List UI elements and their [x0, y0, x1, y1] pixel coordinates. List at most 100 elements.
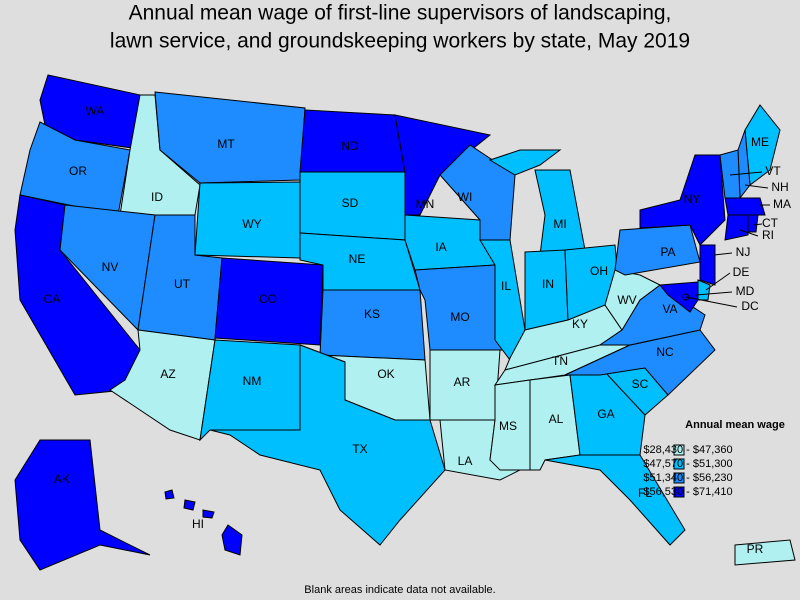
state-shape	[659, 281, 699, 313]
state-label: SD	[342, 196, 359, 210]
state-label: CA	[44, 292, 61, 306]
state-label: ME	[751, 135, 769, 149]
footnote: Blank areas indicate data not available.	[304, 584, 495, 596]
leader-line	[752, 223, 763, 226]
leader-line	[739, 229, 759, 237]
state-shape	[724, 197, 766, 216]
state-label: PA	[660, 245, 675, 259]
legend-swatch	[673, 458, 685, 470]
state-shape	[394, 114, 492, 216]
state-shape	[699, 244, 716, 286]
legend-title: Annual mean wage	[685, 419, 785, 431]
state-label: WI	[458, 190, 473, 204]
state-label: OK	[377, 367, 394, 381]
state-label: NE	[349, 252, 366, 266]
legend-items: $28,430 - $47,360 $47,570 - $51,300 $51,34…	[643, 444, 732, 498]
state-label: PR	[747, 542, 764, 556]
state-label: UT	[174, 277, 191, 291]
state-label: AZ	[160, 367, 175, 381]
state-label: KY	[572, 317, 588, 331]
state-label: MD	[736, 284, 755, 298]
state-label: HI	[192, 517, 204, 531]
state-labels: WA OR CA ID NV MT WY UT CO AZ NM ND SD N…	[44, 104, 791, 556]
state-shape	[724, 214, 749, 241]
state-label: NY	[684, 192, 701, 206]
state-shape	[183, 499, 196, 511]
leader-line	[744, 184, 769, 189]
state-label: OR	[69, 164, 87, 178]
state-shape	[639, 154, 726, 246]
state-shape	[488, 149, 562, 176]
state-shape	[14, 439, 151, 571]
leader-line	[713, 252, 733, 256]
state-shape	[221, 524, 243, 556]
state-shape	[202, 509, 215, 519]
state-shape	[614, 224, 701, 276]
title-line: lawn service, and groundskeeping workers…	[110, 30, 690, 53]
state-label: LA	[458, 454, 473, 468]
legend-label: $28,430 - $47,360	[643, 444, 732, 456]
state-label: MS	[499, 419, 517, 433]
state-label: ND	[341, 139, 359, 153]
state-shape	[154, 91, 306, 184]
state-label: IN	[542, 277, 554, 291]
state-label: DE	[733, 265, 750, 279]
title-line: Annual mean wage of first-line superviso…	[129, 2, 672, 25]
state-label: IA	[435, 240, 446, 254]
state-label: MI	[553, 217, 566, 231]
state-shape	[164, 489, 175, 500]
state-label: MA	[773, 197, 791, 211]
legend-label: $51,340 - $56,230	[643, 472, 732, 484]
state-shape	[747, 214, 759, 233]
state-label: VA	[662, 302, 677, 316]
legend-label: $56,530 - $71,410	[643, 486, 732, 498]
state-label: AR	[454, 375, 471, 389]
state-label: WV	[617, 293, 636, 307]
state-label: AL	[549, 412, 564, 426]
state-label: KS	[364, 307, 380, 321]
state-label: CT	[762, 216, 779, 230]
state-label: ID	[151, 190, 163, 204]
state-label: IL	[501, 279, 511, 293]
state-label: SC	[632, 377, 649, 391]
state-label: CO	[259, 292, 277, 306]
state-label: WA	[86, 104, 105, 118]
state-label: DC	[741, 299, 759, 313]
legend: Annual mean wage $28,430 - $47,360 $47,57…	[643, 419, 784, 498]
state-label: NH	[771, 180, 788, 194]
state-label: TN	[552, 354, 568, 368]
leader-line	[729, 171, 763, 176]
state-shape	[544, 454, 686, 546]
state-label: NC	[656, 345, 674, 359]
state-label: MN	[416, 197, 435, 211]
state-label: NM	[243, 374, 262, 388]
state-label: AK	[54, 472, 70, 486]
state-label: NJ	[736, 245, 751, 259]
leader-line	[705, 272, 731, 291]
legend-swatch	[673, 444, 685, 456]
state-label: OH	[590, 264, 608, 278]
leader-line	[685, 296, 738, 308]
state-label: WY	[242, 217, 261, 231]
state-label: MO	[450, 310, 469, 324]
state-shape	[734, 539, 796, 566]
state-label: NV	[102, 260, 119, 274]
state-label: RI	[762, 228, 774, 242]
leader-lines	[685, 171, 770, 308]
state-shape	[319, 289, 426, 361]
legend-label: $47,570 - $51,300	[643, 458, 732, 470]
state-label: VT	[765, 164, 781, 178]
state-shape	[199, 339, 301, 442]
state-shape	[564, 329, 716, 396]
state-label: FL	[638, 486, 652, 500]
legend-swatch	[673, 472, 685, 484]
state-label: TX	[352, 442, 367, 456]
states	[14, 74, 796, 571]
state-label: GA	[597, 407, 614, 421]
state-shape	[534, 169, 586, 256]
leader-line	[695, 291, 733, 296]
state-shape	[209, 344, 446, 546]
state-label: MT	[217, 137, 235, 151]
